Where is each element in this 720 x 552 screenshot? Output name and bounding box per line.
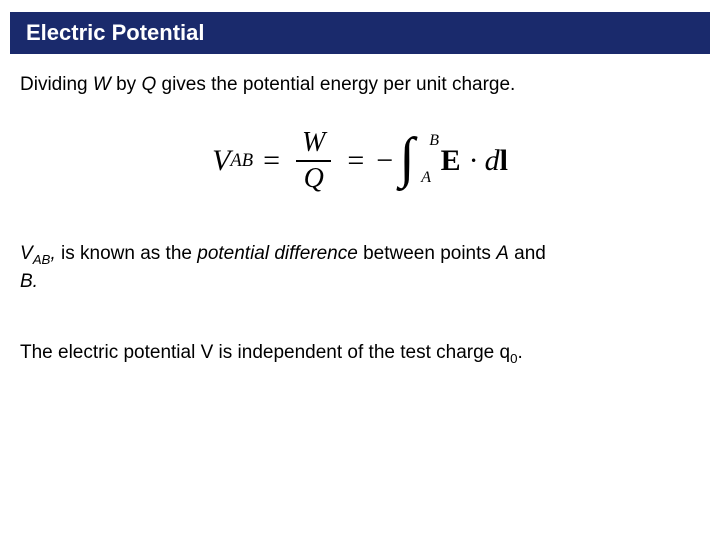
subscript-zero: 0 (510, 351, 517, 366)
slide-header: Electric Potential (10, 12, 710, 54)
differential-dl: dl (485, 144, 508, 178)
integral-symbol-icon: ∫ (399, 136, 414, 181)
vector-l: l (500, 144, 508, 177)
point-A: A (496, 243, 509, 264)
equals-sign: = (263, 144, 280, 178)
var-Q: Q (141, 74, 156, 95)
text: The electric potential V is independent … (20, 342, 510, 363)
fraction-bar (296, 160, 331, 162)
fraction-W-over-Q: W Q (296, 127, 331, 195)
slide-title: Electric Potential (26, 20, 205, 45)
point-B: B. (20, 271, 38, 292)
var-V: V (212, 144, 230, 178)
var-V: V (20, 243, 33, 264)
text: gives the potential energy per unit char… (156, 74, 515, 95)
vector-E: E (441, 144, 461, 178)
closing-paragraph: The electric potential V is independent … (20, 340, 700, 368)
text: is known as the (56, 243, 198, 264)
text: between points (358, 243, 496, 264)
definition-paragraph: VAB, is known as the potential differenc… (20, 241, 700, 296)
slide-content: Dividing W by Q gives the potential ener… (0, 54, 720, 368)
dot-operator: · (469, 144, 479, 178)
term-potential-difference: potential difference (197, 243, 358, 264)
d: d (485, 144, 500, 177)
numerator-W: W (296, 127, 331, 159)
equals-sign: = (347, 144, 364, 178)
equation-block: VAB = W Q = − ∫ B A E · dl (20, 127, 700, 195)
subscript-AB: AB (230, 150, 253, 172)
text: by (111, 74, 142, 95)
denominator-Q: Q (298, 163, 330, 195)
subscript-AB: AB (33, 252, 51, 267)
text: . (518, 342, 523, 363)
text: Dividing (20, 74, 93, 95)
equation: VAB = W Q = − ∫ B A E · dl (212, 127, 508, 195)
integral-upper-limit: B (429, 132, 439, 150)
var-W: W (93, 74, 111, 95)
minus-sign: − (376, 144, 393, 178)
integral-lower-limit: A (421, 169, 431, 187)
integral: ∫ B A (399, 138, 414, 183)
text: and (509, 243, 546, 264)
intro-paragraph: Dividing W by Q gives the potential ener… (20, 72, 700, 99)
